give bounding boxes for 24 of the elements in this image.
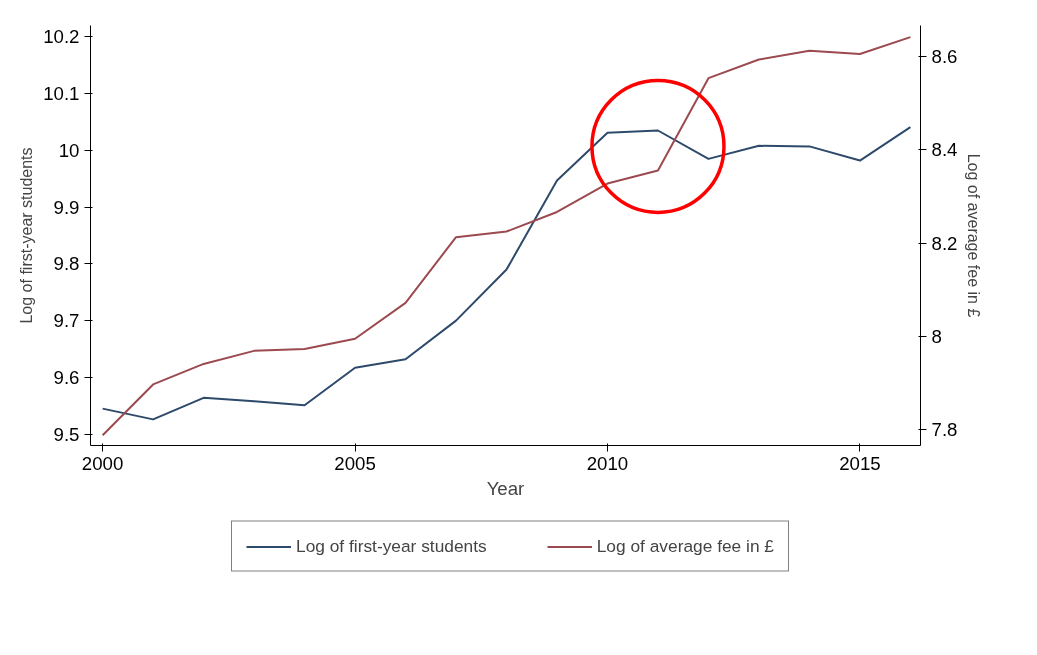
legend-label: Log of average fee in £ bbox=[596, 535, 774, 557]
y-tick-label: 9.7 bbox=[53, 310, 80, 332]
line-series bbox=[101, 36, 912, 437]
y2-tick-label: 7.8 bbox=[931, 419, 958, 441]
y-tick-label: 10.2 bbox=[43, 26, 80, 48]
y2-tick-label: 8.2 bbox=[931, 232, 958, 254]
y-tick-label: 10 bbox=[58, 139, 80, 161]
y-axis-title: Log of first-year students bbox=[18, 147, 36, 324]
x-tick-label: 2005 bbox=[334, 452, 376, 474]
y-tick-label: 9.9 bbox=[53, 196, 80, 218]
y2-tick-label: 8.4 bbox=[931, 139, 958, 161]
y2-tick-label: 8.6 bbox=[931, 46, 958, 68]
legend-label: Log of first-year students bbox=[296, 535, 487, 557]
y-tick-label: 9.8 bbox=[53, 253, 80, 275]
y2-tick-label: 8 bbox=[931, 325, 942, 347]
line-series bbox=[101, 126, 912, 421]
x-tick-label: 2000 bbox=[81, 452, 124, 474]
x-axis-title: Year bbox=[486, 477, 525, 499]
y-tick-label: 9.5 bbox=[53, 423, 80, 445]
x-tick-label: 2010 bbox=[586, 452, 629, 474]
x-tick-label: 2015 bbox=[839, 452, 881, 474]
y-tick-label: 10.1 bbox=[43, 83, 80, 105]
y-tick-label: 9.6 bbox=[53, 366, 80, 388]
y2-axis-title: Log of average fee in £ bbox=[965, 153, 983, 318]
